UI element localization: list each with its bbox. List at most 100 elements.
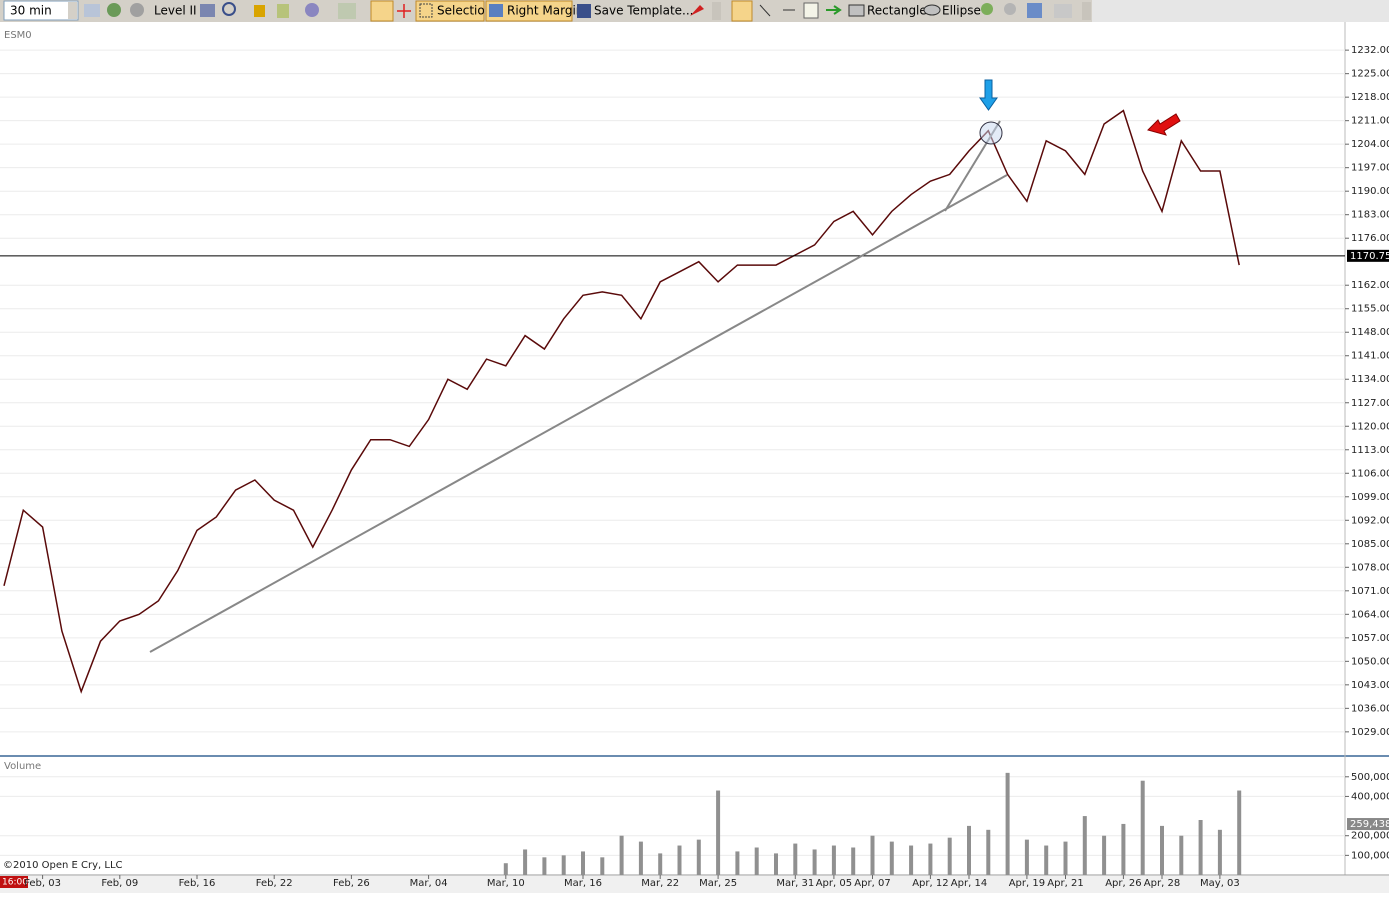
volume-bar (831, 845, 836, 875)
volume-bar (851, 847, 856, 875)
overflow[interactable] (712, 2, 721, 20)
pointer-button[interactable] (731, 0, 753, 22)
x-tick-label: Apr, 05 (816, 878, 852, 889)
arrow-tool[interactable] (826, 5, 842, 15)
x-tick-label: Mar, 22 (641, 878, 679, 889)
x-tick-label: Feb, 09 (101, 878, 138, 889)
volume-bar (793, 843, 798, 875)
y-tick-label: 1043.00 (1351, 680, 1389, 691)
right-margin-button[interactable] (485, 0, 573, 22)
lock-icon[interactable] (254, 5, 265, 17)
y-tick-label: 1057.00 (1351, 633, 1389, 644)
cursor-button[interactable] (370, 0, 394, 22)
volume-bar (1082, 816, 1087, 875)
x-tick-label: Feb, 26 (333, 878, 370, 889)
y-tick-label: 1071.00 (1351, 586, 1389, 597)
icon[interactable] (84, 4, 100, 17)
dropdown-arrow (68, 2, 77, 19)
volume-bar (1063, 841, 1068, 875)
save-template-button[interactable]: Save Template... (594, 4, 693, 18)
y-tick-label: 1120.00 (1351, 421, 1389, 432)
volume-bar (600, 857, 605, 875)
x-tick-label: Apr, 19 (1009, 878, 1045, 889)
selection-text: Selection (437, 4, 492, 18)
rectangle-button[interactable]: Rectangle (867, 4, 927, 18)
icon[interactable] (1027, 3, 1042, 18)
volume-bar (561, 855, 566, 875)
icon[interactable] (1054, 4, 1072, 18)
rectangle-icon[interactable] (848, 4, 865, 17)
x-tick-label: Mar, 25 (699, 878, 737, 889)
y-tick-label: 1085.00 (1351, 539, 1389, 550)
x-tick-label: Apr, 12 (912, 878, 948, 889)
volume-label: Volume (4, 761, 41, 772)
volume-bar (870, 835, 875, 875)
trendline (149, 174, 1008, 653)
crosshair-icon[interactable] (397, 4, 411, 18)
save-icon (577, 4, 591, 18)
x-tick-label: Feb, 16 (179, 878, 216, 889)
x-tick-label: May, 03 (1200, 878, 1240, 889)
icon[interactable] (130, 3, 144, 17)
volume-bar (986, 829, 991, 875)
selection-button[interactable] (415, 0, 485, 22)
copyright: ©2010 Open E Cry, LLC (3, 860, 123, 871)
icon[interactable] (338, 3, 356, 19)
y-tick-label: 500,000 (1351, 772, 1389, 783)
y-tick-label: 1134.00 (1351, 374, 1389, 385)
y-tick-label: 1050.00 (1351, 656, 1389, 667)
volume-bar (696, 839, 701, 875)
x-tick-label: Mar, 16 (564, 878, 602, 889)
volume-bar (928, 843, 933, 875)
volume-bar (1160, 825, 1164, 875)
icon[interactable] (305, 3, 319, 17)
x-tick-label: Mar, 04 (410, 878, 448, 889)
overflow[interactable] (1082, 2, 1091, 20)
blue-arrow (979, 79, 998, 111)
y-tick-label: 200,000 (1351, 831, 1389, 842)
line-tool[interactable] (759, 4, 771, 17)
volume-bar (581, 851, 585, 875)
y-tick-label: 1141.00 (1351, 351, 1389, 362)
x-tick-label: Feb, 03 (24, 878, 61, 889)
zoom-in[interactable] (981, 3, 993, 15)
price-line (3, 109, 1240, 694)
ellipse-button[interactable]: Ellipse (942, 4, 981, 18)
interval-dropdown[interactable] (3, 0, 79, 21)
right-margin-text: Right Margin (507, 4, 583, 18)
zoom-out[interactable] (1004, 3, 1016, 15)
x-tick-label: Apr, 07 (854, 878, 890, 889)
y-tick-label: 1148.00 (1351, 327, 1389, 338)
volume-bar (1237, 790, 1242, 875)
interval-text: 30 min (10, 4, 52, 18)
y-tick-label: 1155.00 (1351, 304, 1389, 315)
icon[interactable] (107, 3, 121, 17)
y-tick-label: 1176.00 (1351, 233, 1389, 244)
icon (419, 3, 433, 18)
icon[interactable] (200, 4, 215, 17)
level2-button[interactable]: Level II (154, 4, 197, 18)
x-tick-label: Mar, 31 (776, 878, 814, 889)
zoom-icon[interactable] (222, 2, 236, 16)
ellipse-icon[interactable] (923, 4, 941, 16)
text-tool[interactable] (803, 2, 819, 19)
x-tick-label: Feb, 22 (256, 878, 293, 889)
last-volume-label: 259,438 (1350, 819, 1389, 830)
volume-bar (638, 841, 643, 875)
volume-bar (909, 845, 914, 875)
volume-bar (1044, 845, 1049, 875)
volume-bar (754, 847, 759, 875)
y-tick-label: 1183.00 (1351, 210, 1389, 221)
plot: 1232.00 1225.00 1218.00 1211.00 1204.00 1197.… (0, 45, 1389, 889)
volume-bar (523, 849, 528, 875)
volume-bar (812, 849, 817, 875)
pin-icon[interactable] (690, 5, 704, 16)
volume-bar (1121, 823, 1126, 875)
y-tick-label: 1078.00 (1351, 562, 1389, 573)
icon[interactable] (277, 4, 289, 18)
last-volume-box (1347, 818, 1389, 831)
date-axis (0, 876, 1389, 893)
volume-bar (1198, 820, 1203, 875)
volume-bar (658, 853, 663, 875)
